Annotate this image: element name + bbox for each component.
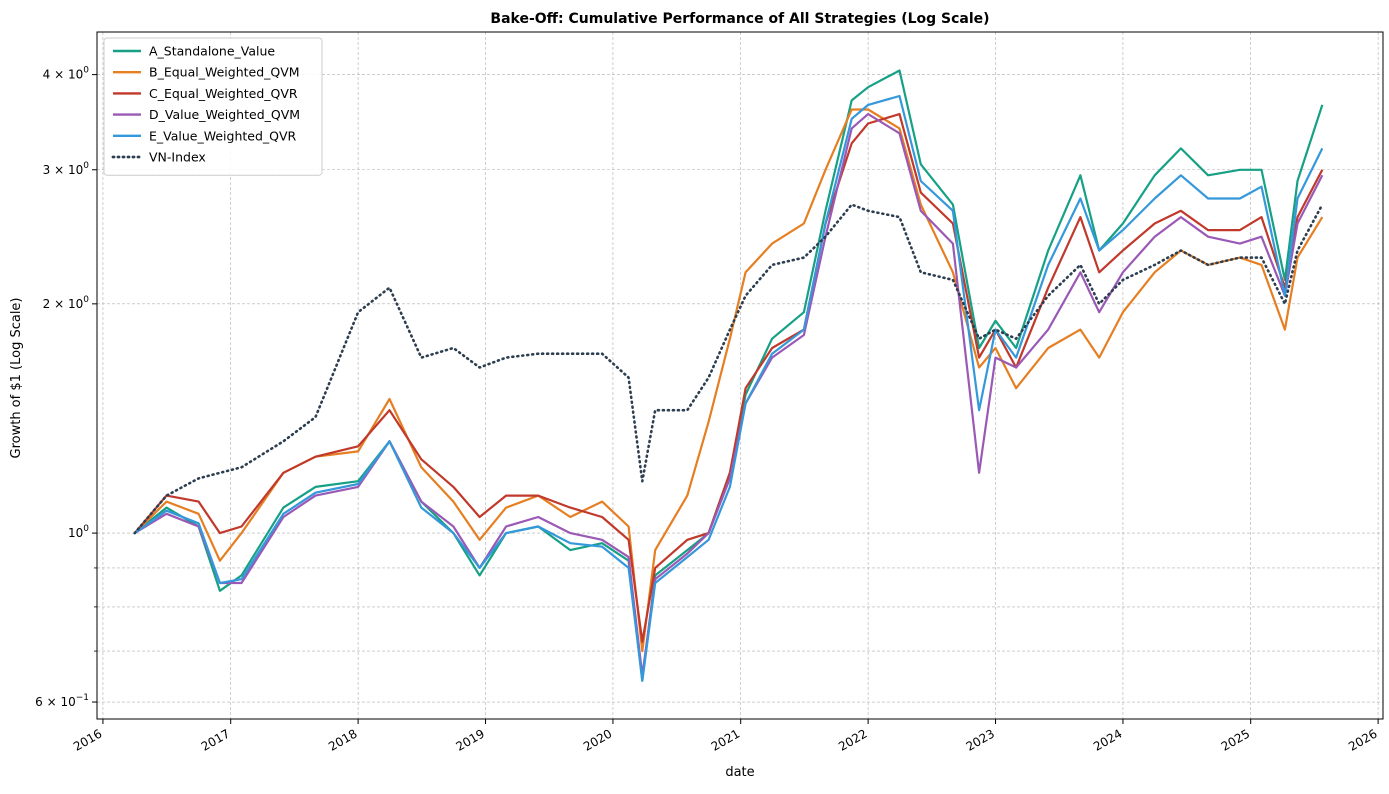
y-tick-base: 3 × 10: [43, 163, 84, 177]
y-tick-exponent: 0: [83, 66, 89, 76]
grid: [97, 32, 1383, 719]
plot-frame: [96, 31, 1384, 720]
y-tick-exponent: −1: [76, 693, 89, 703]
y-tick-exponent: 0: [83, 161, 89, 171]
legend-label: VN-Index: [149, 150, 206, 165]
legend-box: [103, 37, 323, 176]
y-tick-exponent: 0: [83, 295, 89, 305]
x-axis-label: date: [725, 765, 754, 780]
plot-lines: [133, 69, 1324, 682]
y-tick-base: 2 × 10: [43, 297, 84, 311]
y-tick-label: 4 × 100: [43, 66, 90, 82]
y-tick-label: 6 × 10−1: [35, 693, 89, 709]
legend-label: E_Value_Weighted_QVR: [149, 128, 297, 143]
y-tick-base: 4 × 10: [43, 68, 84, 82]
legend-label: D_Value_Weighted_QVM: [149, 107, 300, 122]
legend-label: B_Equal_Weighted_QVM: [149, 65, 300, 80]
y-tick-exponent: 0: [83, 524, 89, 534]
y-tick-base: 6 × 10: [35, 695, 76, 709]
y-axis-label: Growth of $1 (Log Scale): [9, 298, 24, 459]
ticks: 2016 2017 2018 2019 2020 2021 2022 2023 2024 2025…: [35, 66, 1379, 754]
series-line-e-value-weighted-qvr: [134, 94, 1324, 682]
legend: A_Standalone_Value B_Equal_Weighted_QVM C_…: [103, 37, 323, 176]
legend-label: A_Standalone_Value: [149, 44, 275, 59]
y-tick-base: 10: [68, 526, 83, 540]
y-tick-label: 100: [68, 524, 89, 540]
chart-title: Bake-Off: Cumulative Performance of All …: [490, 11, 989, 27]
y-tick-label: 3 × 100: [43, 161, 90, 177]
legend-label: C_Equal_Weighted_QVR: [149, 86, 298, 101]
series-line-b-equal-weighted-qvm: [133, 108, 1324, 653]
series-line-c-equal-weighted-qvr: [133, 112, 1324, 643]
y-tick-label: 2 × 100: [43, 295, 90, 311]
